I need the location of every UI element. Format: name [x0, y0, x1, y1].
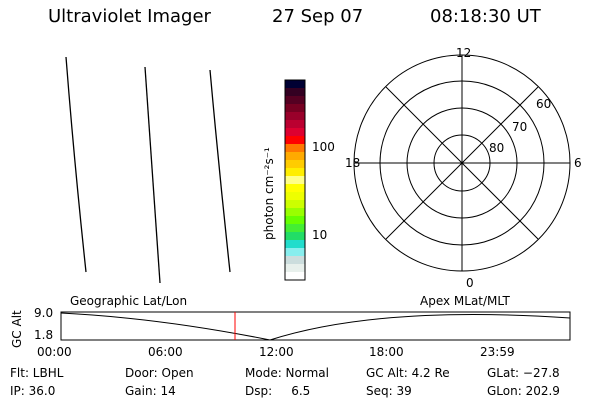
xtick: 00:00: [37, 345, 72, 359]
mlt-label: 18: [345, 156, 361, 170]
colorbar-frame: [284, 79, 306, 281]
geo-grid-line: [209, 69, 231, 273]
status-seq: Seq: 39: [366, 384, 412, 398]
colorbar-segment: [285, 80, 305, 89]
geo-grid-line: [65, 56, 87, 273]
colorbar-segment: [285, 264, 305, 273]
time-label: 08:18:30 UT: [430, 6, 541, 27]
geo-image: [65, 56, 231, 284]
status-filter: Flt: LBHL: [10, 366, 64, 380]
colorbar-segment: [285, 112, 305, 121]
colorbar-segment: [285, 256, 305, 265]
ytick: 1.8: [34, 328, 54, 342]
colorbar-segment: [285, 232, 305, 241]
colorbar-segment: [285, 216, 305, 225]
colorbar-segment: [285, 160, 305, 169]
xtick: 23:59: [480, 345, 515, 359]
xtick: 12:00: [259, 345, 294, 359]
colorbar-segment: [285, 144, 305, 153]
geo-grid-line: [144, 66, 161, 284]
colorbar-segment: [285, 136, 305, 145]
colorbar-segment: [285, 208, 305, 217]
status-dsp: Dsp: 6.5: [245, 384, 311, 398]
colorbar: [284, 79, 306, 281]
colorbar-tick: 100: [312, 140, 335, 154]
colorbar-tick: 10: [312, 228, 328, 242]
timeline-ylabel: GC Alt: [10, 310, 24, 348]
mlt-label: 12: [456, 46, 472, 60]
status-gc-alt: GC Alt: 4.2 Re: [366, 366, 450, 380]
colorbar-segment: [285, 128, 305, 137]
colorbar-segment: [285, 168, 305, 177]
mlt-label: 6: [574, 156, 582, 170]
status-door: Door: Open: [125, 366, 194, 380]
status-gain: Gain: 14: [125, 384, 176, 398]
xtick: 18:00: [369, 345, 404, 359]
colorbar-segment: [285, 248, 305, 257]
colorbar-segment: [285, 176, 305, 185]
status-ip: IP: 36.0: [10, 384, 56, 398]
lat-label: 70: [512, 120, 528, 134]
colorbar-segment: [285, 96, 305, 105]
colorbar-segment: [285, 240, 305, 249]
status-glon: GLon: 202.9: [487, 384, 560, 398]
instrument-title: Ultraviolet Imager: [48, 6, 211, 27]
status-glat: GLat: −27.8: [487, 366, 560, 380]
colorbar-segment: [285, 152, 305, 161]
timeline-plot: [60, 311, 571, 341]
geo-label: Geographic Lat/Lon: [70, 294, 188, 308]
colorbar-label: photon cm⁻²s⁻¹: [262, 147, 276, 240]
lat-label: 60: [536, 97, 552, 111]
colorbar-segment: [285, 88, 305, 97]
colorbar-segment: [285, 104, 305, 113]
lat-label: 80: [489, 141, 505, 155]
colorbar-segment: [285, 192, 305, 201]
colorbar-segment: [285, 224, 305, 233]
colorbar-segment: [285, 200, 305, 209]
colorbar-segment: [285, 184, 305, 193]
xtick: 06:00: [148, 345, 183, 359]
colorbar-segment: [285, 272, 305, 281]
colorbar-segment: [285, 120, 305, 129]
polar-plot: [353, 54, 571, 272]
status-mode: Mode: Normal: [245, 366, 329, 380]
apex-label: Apex MLat/MLT: [420, 294, 510, 308]
mlt-label: 0: [466, 276, 474, 290]
ytick: 9.0: [34, 306, 54, 320]
date-label: 27 Sep 07: [272, 6, 364, 27]
